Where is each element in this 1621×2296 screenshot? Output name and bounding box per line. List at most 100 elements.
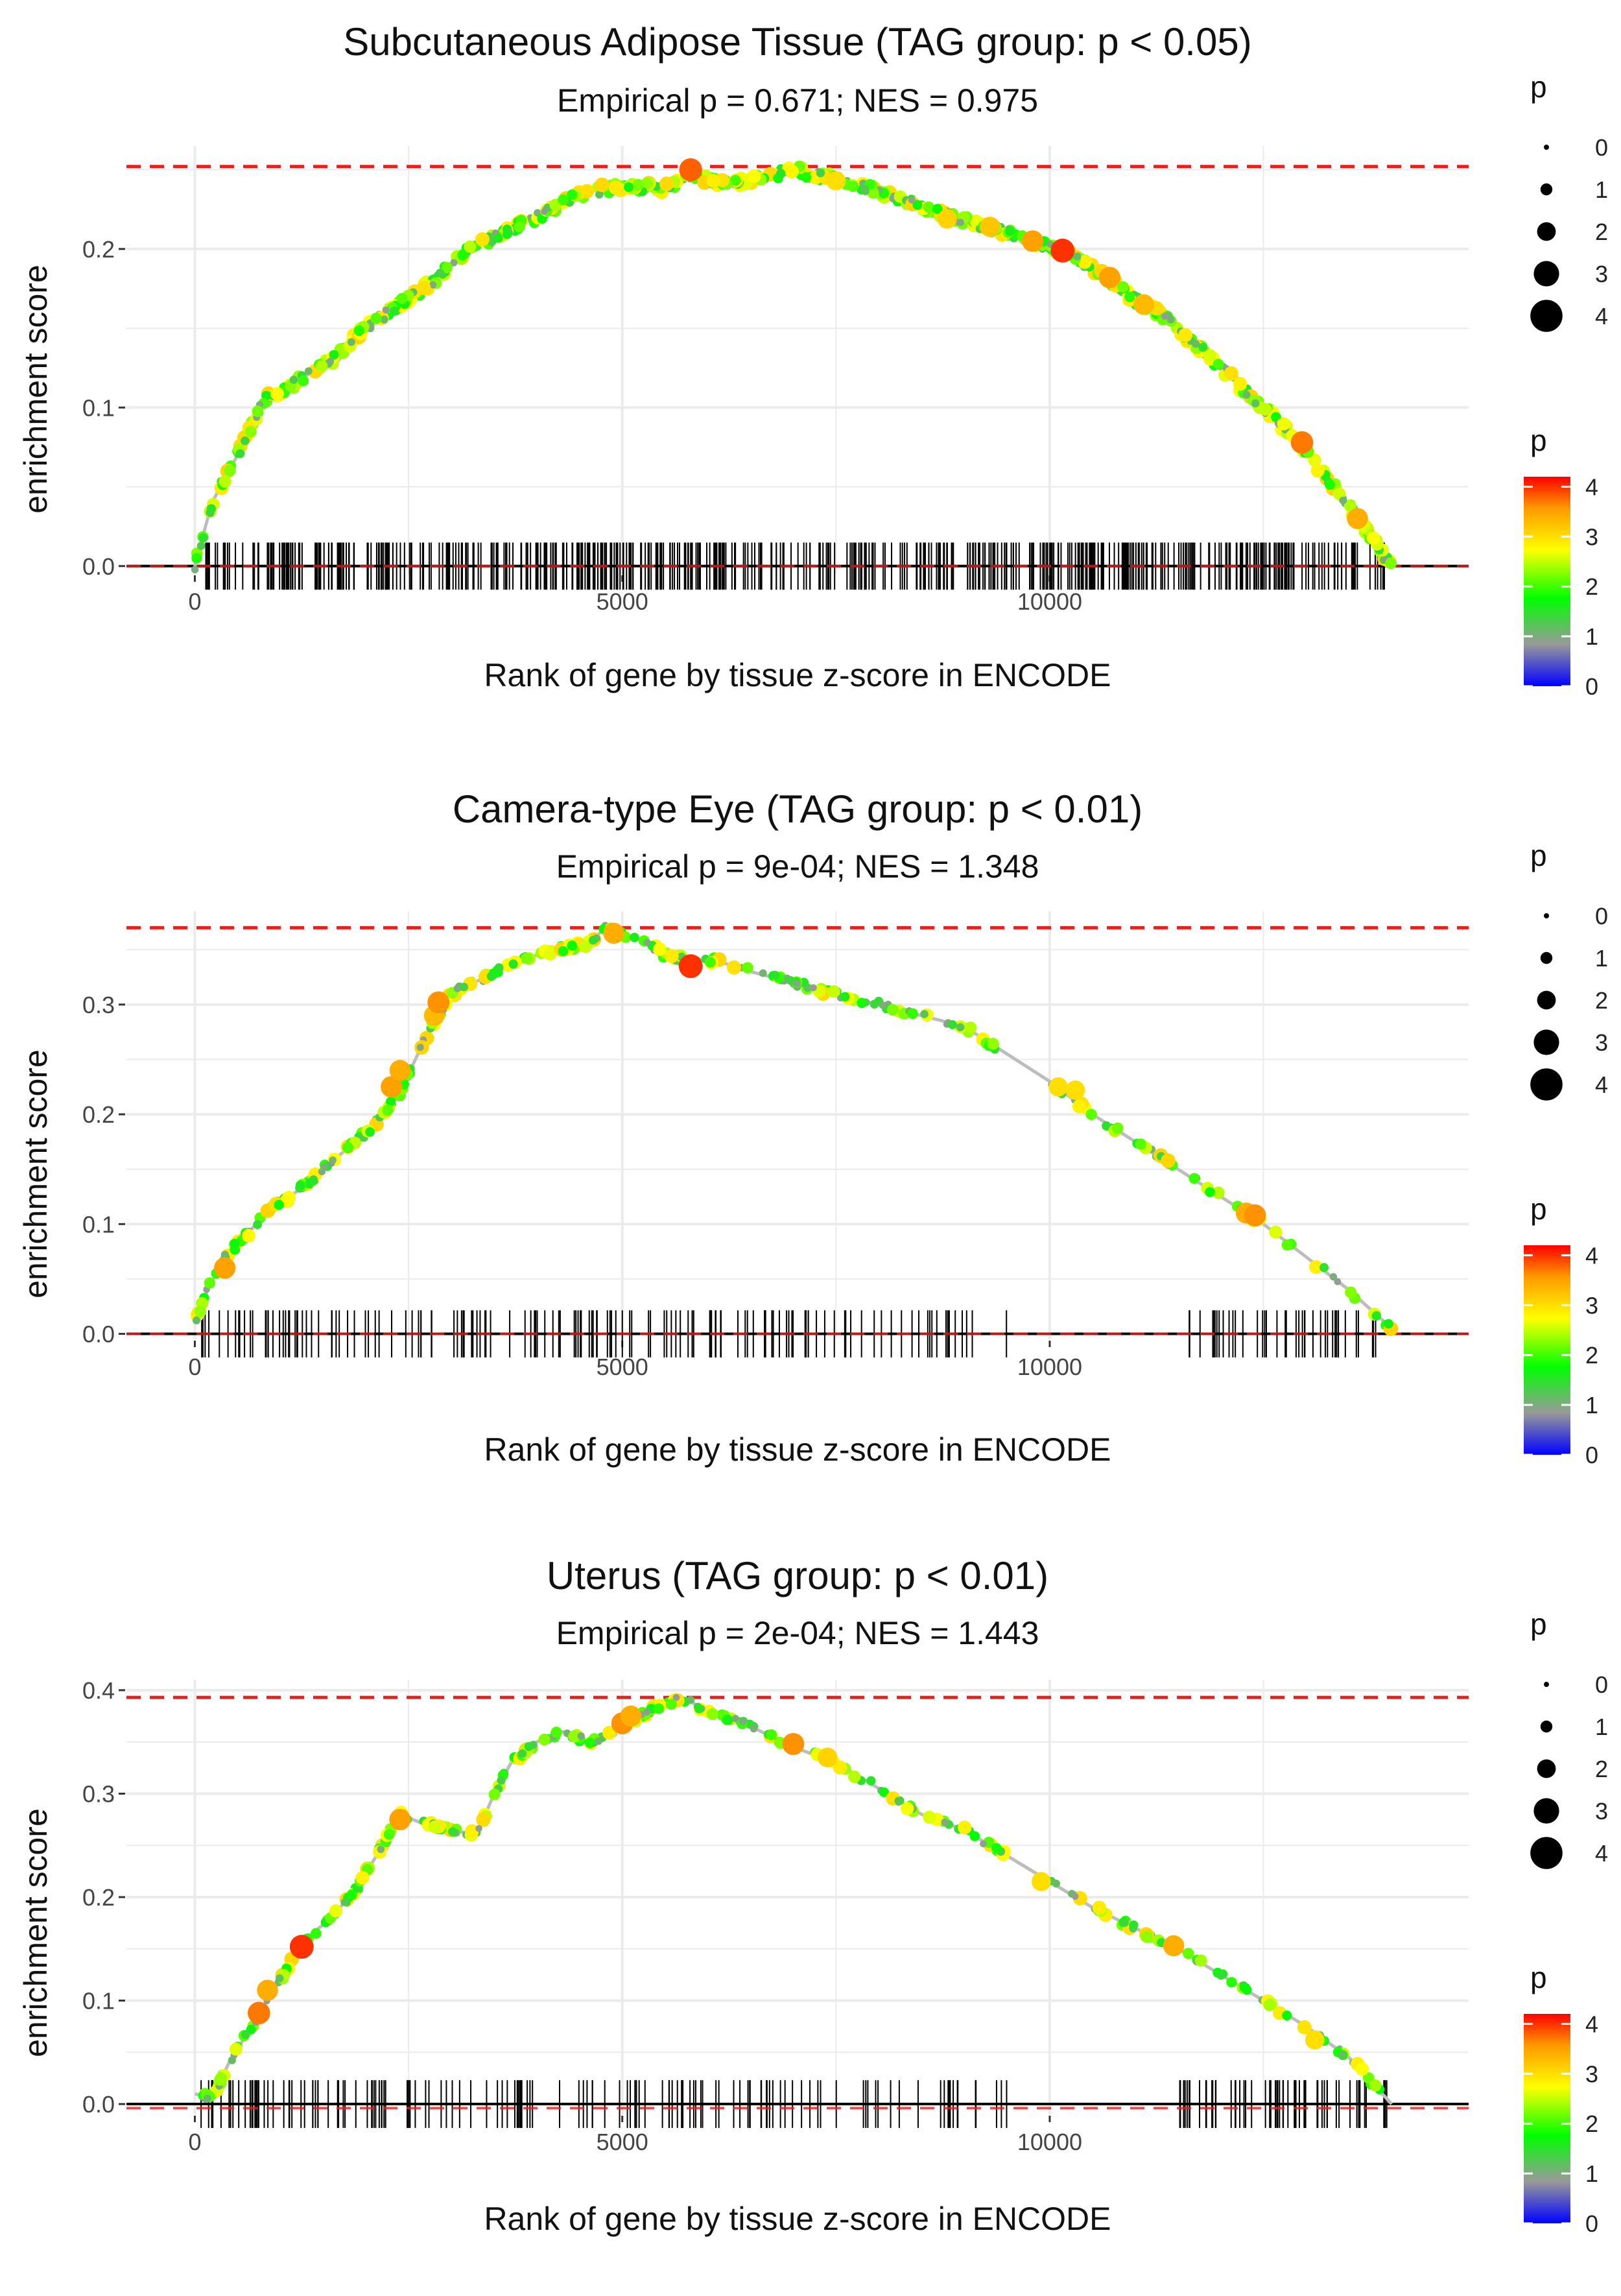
y-tick-label: 0.1 [82,1988,115,2015]
color-legend-label: 3 [1585,1292,1598,1319]
highlight-point [679,158,702,182]
plot-area: 0.0 0.1 0.2 0.3 0 5000 10000 [82,911,1469,1380]
x-tick-label: 5000 [597,2129,648,2155]
gene-point [1242,390,1251,399]
gene-point [476,1812,491,1827]
gene-point [380,315,388,324]
size-legend-label: 4 [1595,1840,1608,1867]
gene-point [1310,464,1325,478]
gene-point [1297,2020,1312,2035]
color-legend-label: 1 [1585,1392,1598,1418]
highlight-point [1021,230,1044,252]
gene-point [386,1096,396,1106]
gene-point [879,1001,886,1009]
highlight-point [1098,267,1120,289]
gene-point [729,174,741,186]
gene-point [879,1787,890,1797]
gene-point [920,1010,929,1018]
gene-point [541,208,548,215]
y-tick-label: 0.1 [82,1211,115,1238]
gene-point [1073,252,1082,261]
gene-point [643,1708,651,1716]
gene-point [786,975,795,985]
enrichment-chart-1: Subcutaneous Adipose Tissue (TAG group: … [18,20,1608,700]
gene-point [793,979,801,988]
gene-point [459,983,469,992]
gene-point [595,177,609,193]
gene-point [191,566,199,573]
size-legend-label: 2 [1595,1756,1608,1782]
gene-point [1203,349,1216,363]
y-axis-title: enrichment score [18,265,54,514]
gene-point [766,1729,777,1741]
color-legend-label: 3 [1585,523,1598,550]
color-legend-title: p [1530,1961,1547,1994]
gene-point [803,983,812,992]
gene-point [956,1023,965,1032]
highlight-point [1244,1204,1266,1226]
gene-point [493,233,503,243]
gene-point [630,933,639,942]
color-legend-label: 2 [1585,2111,1598,2137]
gene-point [1120,1918,1130,1927]
y-tick-label: 0.2 [82,1884,115,1911]
x-axis-title: Rank of gene by tissue z-score in ENCODE [484,657,1111,693]
x-tick-label: 10000 [1017,2129,1082,2155]
x-tick-label: 0 [188,1354,201,1380]
gene-point [347,338,355,346]
gene-point [1281,1239,1293,1251]
gene-point [653,1703,665,1714]
gene-points [198,1693,1385,2103]
gene-point [524,1741,534,1751]
highlight-point [381,1076,403,1098]
gene-point [497,1776,506,1785]
color-legend-label: 4 [1585,473,1598,500]
gene-point [1282,2010,1292,2021]
gene-point [958,1821,972,1835]
size-legend-title: p [1530,70,1547,104]
gene-point [932,204,943,214]
gene-point [1308,453,1321,467]
gene-point [1192,340,1200,348]
gene-point [1329,1273,1338,1281]
gene-point [382,306,390,314]
gene-point [724,1715,733,1725]
x-tick-label: 10000 [1017,1354,1082,1380]
running-es-line [194,1695,1393,2105]
gene-point [1251,399,1260,408]
gene-point [980,1840,987,1848]
gene-point [801,172,812,183]
gene-point [365,1127,375,1137]
gene-point [776,169,786,178]
gene-point [1355,2062,1369,2076]
gene-point [739,1717,747,1726]
gene-point [1240,1983,1251,1993]
gene-point [687,1695,695,1704]
color-legend-title: p [1530,1192,1547,1226]
x-tick-label: 0 [188,2129,201,2155]
gene-point [900,1802,914,1815]
x-tick-label: 10000 [1017,588,1082,615]
size-legend-dot [1537,990,1556,1010]
gene-point [833,1760,847,1775]
color-legend-label: 4 [1585,1242,1598,1269]
gene-point [1078,255,1092,269]
size-legend-label: 0 [1595,134,1608,161]
gene-point [464,240,477,253]
size-legend-label: 3 [1595,1798,1608,1824]
gene-point [428,1820,442,1834]
gene-point [311,1928,322,1939]
highlight-point [1290,431,1314,454]
gene-point [956,219,965,226]
size-legend-dot [1544,913,1549,918]
highlight-point [248,2002,270,2024]
gene-point [1205,1187,1215,1197]
gene-point [567,940,577,951]
gene-point [1141,1930,1153,1943]
gene-point [224,464,236,477]
gene-point [543,947,557,961]
gene-point [588,935,598,945]
gene-point [353,325,364,336]
x-tick-label: 5000 [597,1354,648,1380]
gene-point [1339,496,1347,505]
